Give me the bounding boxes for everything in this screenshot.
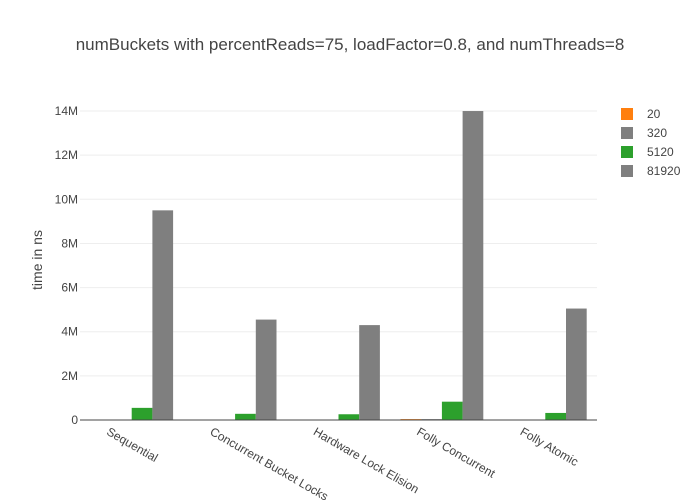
- legend-swatch: [621, 108, 633, 120]
- y-tick-label: 12M: [55, 148, 78, 162]
- y-axis-label: time in ns: [29, 230, 45, 290]
- legend-item[interactable]: 320: [621, 126, 667, 140]
- bars: [90, 111, 587, 420]
- legend-label: 20: [647, 107, 661, 121]
- x-tick-label: Folly Concurrent: [414, 424, 498, 480]
- bar[interactable]: [152, 210, 174, 420]
- bar[interactable]: [131, 407, 153, 420]
- legend-label: 320: [647, 126, 667, 140]
- legend-item[interactable]: 81920: [621, 164, 681, 178]
- y-tick-label: 6M: [61, 281, 78, 295]
- bar[interactable]: [235, 413, 256, 420]
- y-tick-label: 2M: [61, 369, 78, 383]
- x-tick-label: Folly Atomic: [518, 424, 581, 468]
- legend[interactable]: 20 320 5120 81920: [621, 107, 681, 178]
- y-tick-label: 8M: [61, 236, 78, 250]
- bar[interactable]: [338, 414, 360, 420]
- legend-swatch: [621, 165, 633, 177]
- legend-item[interactable]: 20: [621, 107, 661, 121]
- legend-swatch: [621, 127, 633, 139]
- x-tick-label: Sequential: [104, 424, 160, 464]
- legend-label: 5120: [647, 145, 674, 159]
- legend-label: 81920: [647, 164, 681, 178]
- y-tick-label: 10M: [55, 192, 78, 206]
- bar[interactable]: [462, 111, 484, 420]
- y-axis-ticks: 0 2M 4M 6M 8M 10M 12M 14M: [55, 104, 79, 427]
- legend-item[interactable]: 5120: [621, 145, 674, 159]
- bar[interactable]: [566, 308, 587, 420]
- x-tick-label: Hardware Lock Elision: [311, 424, 421, 496]
- chart-title: numBuckets with percentReads=75, loadFac…: [76, 35, 625, 54]
- bar[interactable]: [545, 412, 566, 420]
- y-tick-label: 4M: [61, 325, 78, 339]
- x-axis-ticks: Sequential Concurrent Bucket LocksHardwar…: [104, 424, 581, 500]
- y-tick-label: 14M: [55, 104, 78, 118]
- bar[interactable]: [359, 325, 380, 420]
- y-tick-label: 0: [71, 413, 78, 427]
- bar[interactable]: [255, 319, 277, 420]
- bar[interactable]: [441, 401, 463, 420]
- legend-swatch: [621, 146, 633, 158]
